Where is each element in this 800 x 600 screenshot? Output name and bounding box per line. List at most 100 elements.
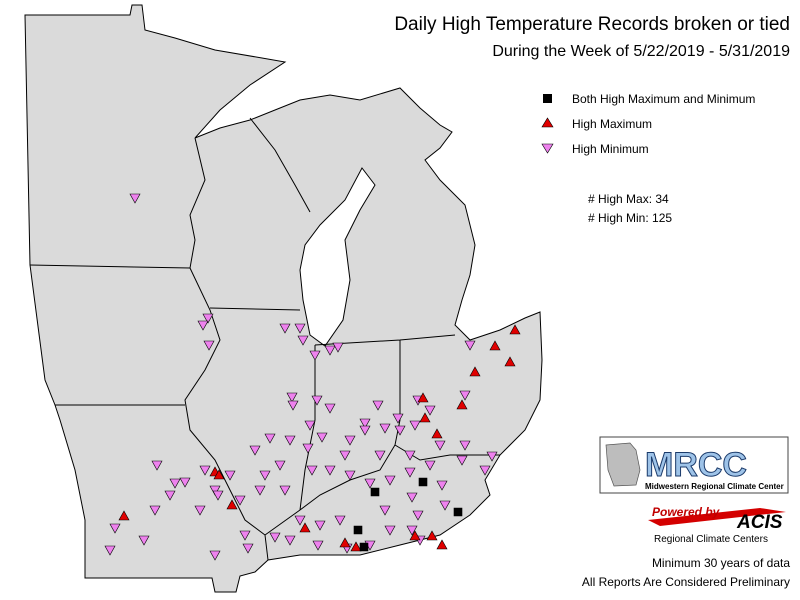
high-minimum-marker	[297, 335, 309, 346]
record-markers	[104, 193, 521, 561]
high-minimum-marker	[179, 477, 191, 488]
high-minimum-marker	[424, 405, 436, 416]
high-minimum-marker	[164, 490, 176, 501]
high-minimum-marker	[202, 313, 214, 324]
high-minimum-marker	[334, 515, 346, 526]
legend-label: High Minimum	[572, 142, 649, 156]
high-minimum-marker	[304, 420, 316, 431]
high-minimum-marker	[194, 505, 206, 516]
high-minimum-marker	[234, 495, 246, 506]
high-maximum-marker	[339, 537, 351, 548]
high-minimum-marker	[239, 530, 251, 541]
note: Minimum 30 years of data	[652, 556, 790, 570]
high-minimum-marker	[269, 532, 281, 543]
legend-square	[543, 94, 552, 103]
high-minimum-marker	[274, 460, 286, 471]
logo-acis-name: Regional Climate Centers	[654, 534, 768, 545]
title: Daily High Temperature Records broken or…	[394, 14, 790, 35]
high-minimum-marker	[372, 400, 384, 411]
high-minimum-marker	[212, 490, 224, 501]
acis-logo: Powered by ACIS Regional Climate Centers	[648, 505, 786, 545]
high-minimum-marker	[264, 433, 276, 444]
high-maximum-marker	[419, 412, 431, 423]
logo-swoosh	[648, 508, 786, 526]
high-maximum-marker	[426, 530, 438, 541]
high-minimum-marker	[306, 465, 318, 476]
high-minimum-marker	[254, 485, 266, 496]
both-records-marker	[453, 507, 463, 517]
high-minimum-marker	[286, 392, 298, 403]
high-maximum-marker	[431, 428, 443, 439]
high-minimum-marker	[287, 400, 299, 411]
high-minimum-marker	[459, 440, 471, 451]
both-records-marker	[418, 477, 428, 487]
high-maximum-marker	[409, 530, 421, 541]
high-minimum-marker	[199, 465, 211, 476]
high-minimum-marker	[364, 478, 376, 489]
state-lines	[29, 117, 500, 561]
high-minimum-marker	[284, 435, 296, 446]
high-minimum-marker	[406, 525, 418, 536]
high-maximum-marker	[299, 522, 311, 533]
high-minimum-marker	[294, 323, 306, 334]
high-minimum-marker	[302, 443, 314, 454]
high-minimum-marker	[197, 320, 209, 331]
high-minimum-marker	[309, 350, 321, 361]
high-minimum-marker	[169, 478, 181, 489]
high-minimum-marker	[406, 492, 418, 503]
high-minimum-marker	[384, 525, 396, 536]
high-minimum-marker	[344, 435, 356, 446]
high-minimum-marker	[294, 515, 306, 526]
both-records-marker	[353, 525, 363, 535]
high-minimum-marker	[259, 470, 271, 481]
legend-up-triangle	[541, 117, 554, 128]
high-minimum-marker	[379, 423, 391, 434]
high-minimum-marker	[412, 510, 424, 521]
high-maximum-marker	[469, 366, 481, 377]
high-minimum-marker	[464, 340, 476, 351]
count-label: # High Min: 125	[588, 211, 672, 225]
high-minimum-marker	[324, 345, 336, 356]
note: All Reports Are Considered Preliminary	[582, 575, 790, 589]
high-maximum-marker	[489, 340, 501, 351]
high-minimum-marker	[284, 535, 296, 546]
both-records-marker	[370, 487, 380, 497]
high-minimum-marker	[209, 485, 221, 496]
high-minimum-marker	[459, 390, 471, 401]
high-minimum-marker	[456, 455, 468, 466]
high-minimum-marker	[316, 432, 328, 443]
high-minimum-marker	[332, 342, 344, 353]
high-minimum-marker	[279, 323, 291, 334]
high-minimum-marker	[384, 475, 396, 486]
region	[24, 4, 543, 593]
high-minimum-marker	[324, 403, 336, 414]
high-maximum-marker	[456, 399, 468, 410]
high-minimum-marker	[379, 505, 391, 516]
high-maximum-marker	[213, 469, 225, 480]
high-minimum-marker	[359, 418, 371, 429]
high-minimum-marker	[224, 470, 236, 481]
subtitle: During the Week of 5/22/2019 - 5/31/2019	[492, 43, 790, 60]
mrcc-logo: MRCC Midwestern Regional Climate Center	[599, 436, 789, 494]
legend-down-triangle	[541, 143, 554, 154]
high-minimum-marker	[129, 193, 141, 204]
high-minimum-marker	[311, 395, 323, 406]
high-minimum-marker	[344, 470, 356, 481]
high-minimum-marker	[479, 465, 491, 476]
high-minimum-marker	[374, 450, 386, 461]
states	[24, 4, 543, 593]
high-minimum-marker	[151, 460, 163, 471]
high-minimum-marker	[359, 425, 371, 436]
legend-label: Both High Maximum and Minimum	[572, 92, 755, 106]
high-minimum-marker	[486, 451, 498, 462]
high-minimum-marker	[242, 543, 254, 554]
high-maximum-marker	[350, 541, 362, 552]
high-minimum-marker	[149, 505, 161, 516]
high-minimum-marker	[324, 465, 336, 476]
high-minimum-marker	[104, 545, 116, 556]
high-minimum-marker	[424, 460, 436, 471]
high-maximum-marker	[226, 499, 238, 510]
high-minimum-marker	[392, 413, 404, 424]
high-minimum-marker	[436, 480, 448, 491]
